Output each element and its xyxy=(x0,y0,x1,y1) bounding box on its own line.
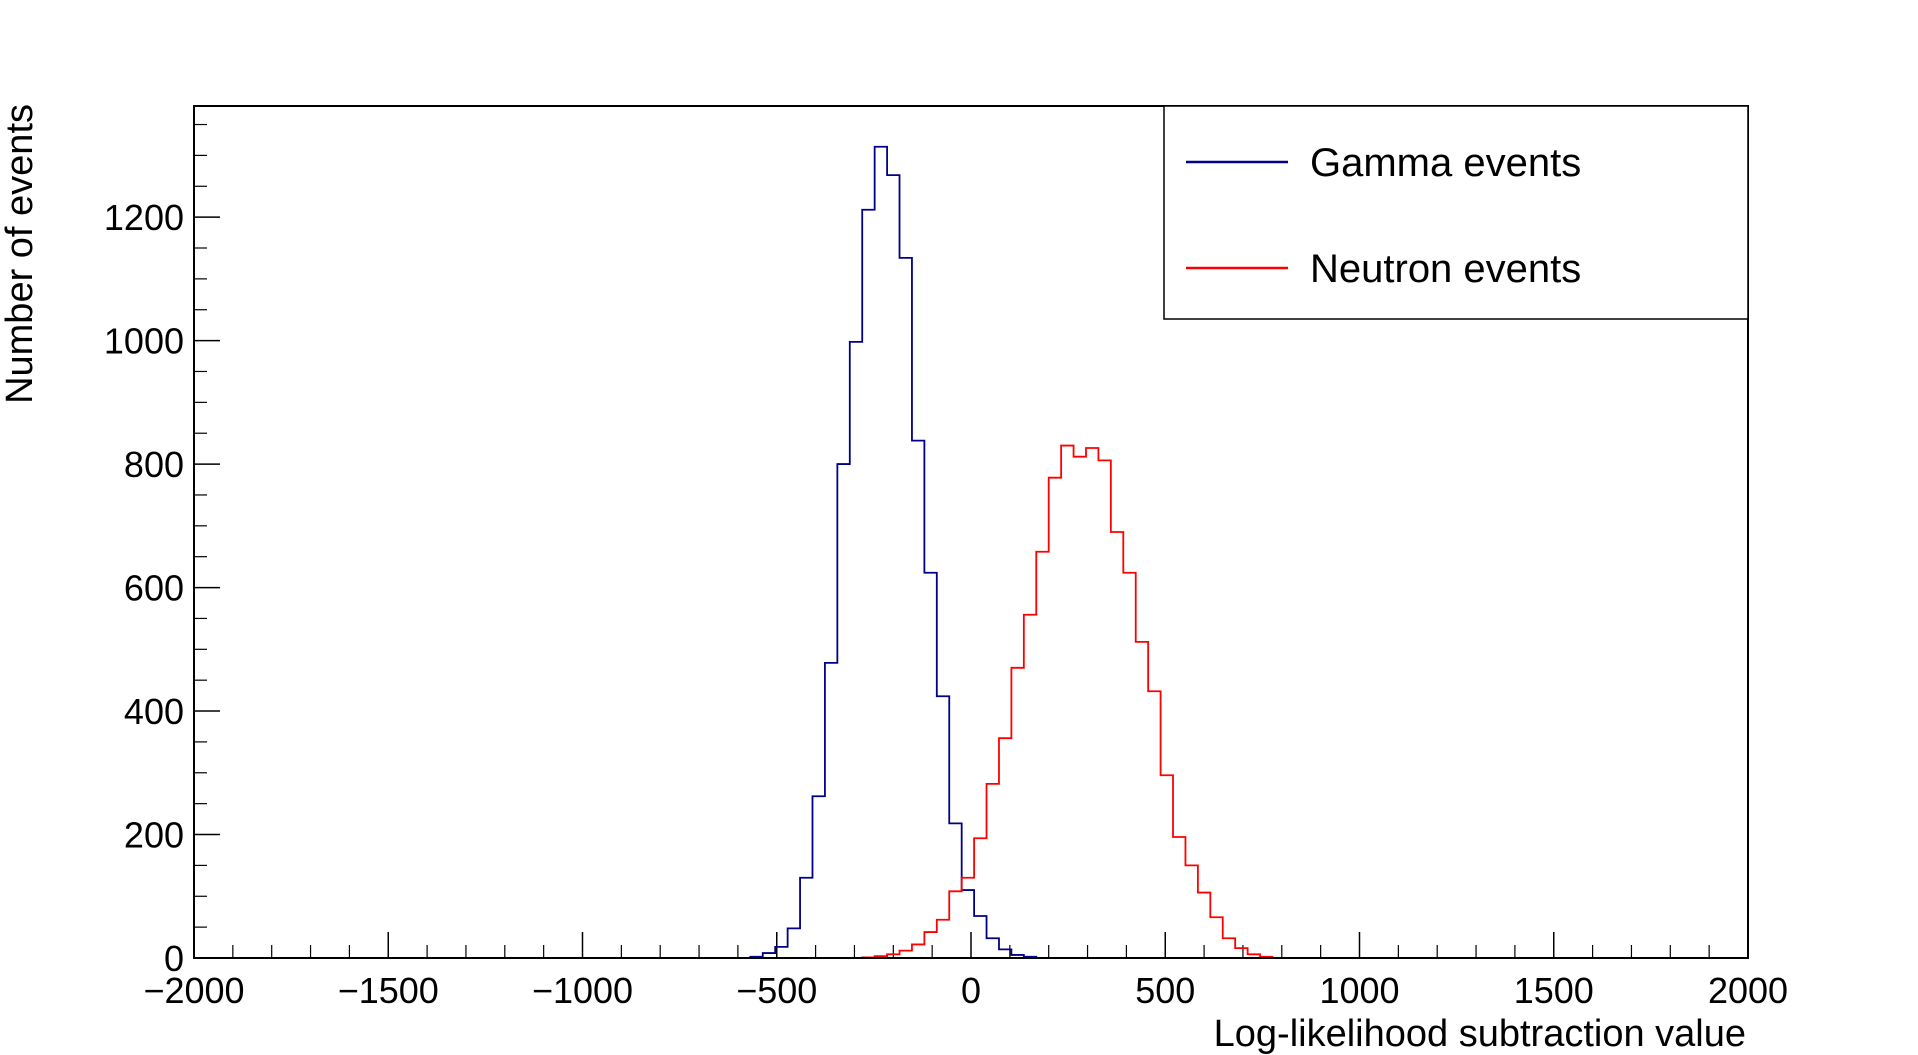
x-tick-label: 1500 xyxy=(1514,970,1594,1011)
tick-labels: −2000 −1500 −1000 −500 0 500 1000 1500 2000 0 200 4… xyxy=(104,197,1788,1011)
data-series xyxy=(194,145,1748,959)
x-tick-label: −1000 xyxy=(532,970,633,1011)
x-tick-label: 1000 xyxy=(1319,970,1399,1011)
legend-label-gamma: Gamma events xyxy=(1310,141,1581,185)
y-tick-label: 200 xyxy=(124,815,184,856)
x-tick-label: 2000 xyxy=(1708,970,1788,1011)
plot-frame xyxy=(193,105,1749,959)
series-neutron-histogram xyxy=(194,444,1748,959)
x-tick-label: −2000 xyxy=(143,970,244,1011)
y-tick-label: 1200 xyxy=(104,197,184,238)
y-tick-label: 0 xyxy=(164,938,184,979)
y-tick-label: 600 xyxy=(124,568,184,609)
y-tick-label: 800 xyxy=(124,444,184,485)
y-axis-title: Number of events xyxy=(0,104,41,404)
legend-label-neutron: Neutron events xyxy=(1310,247,1581,291)
legend: Gamma events Neutron events xyxy=(1163,105,1749,320)
y-tick-label: 1000 xyxy=(104,321,184,362)
x-tick-label: −1500 xyxy=(338,970,439,1011)
y-tick-label: 400 xyxy=(124,691,184,732)
x-tick-label: −500 xyxy=(736,970,817,1011)
x-tick-label: 0 xyxy=(961,970,981,1011)
series-gamma-histogram xyxy=(194,145,1748,959)
legend-box xyxy=(1163,105,1749,320)
x-tick-label: 500 xyxy=(1135,970,1195,1011)
x-axis-title: Log-likelihood subtraction value xyxy=(1214,1013,1746,1055)
